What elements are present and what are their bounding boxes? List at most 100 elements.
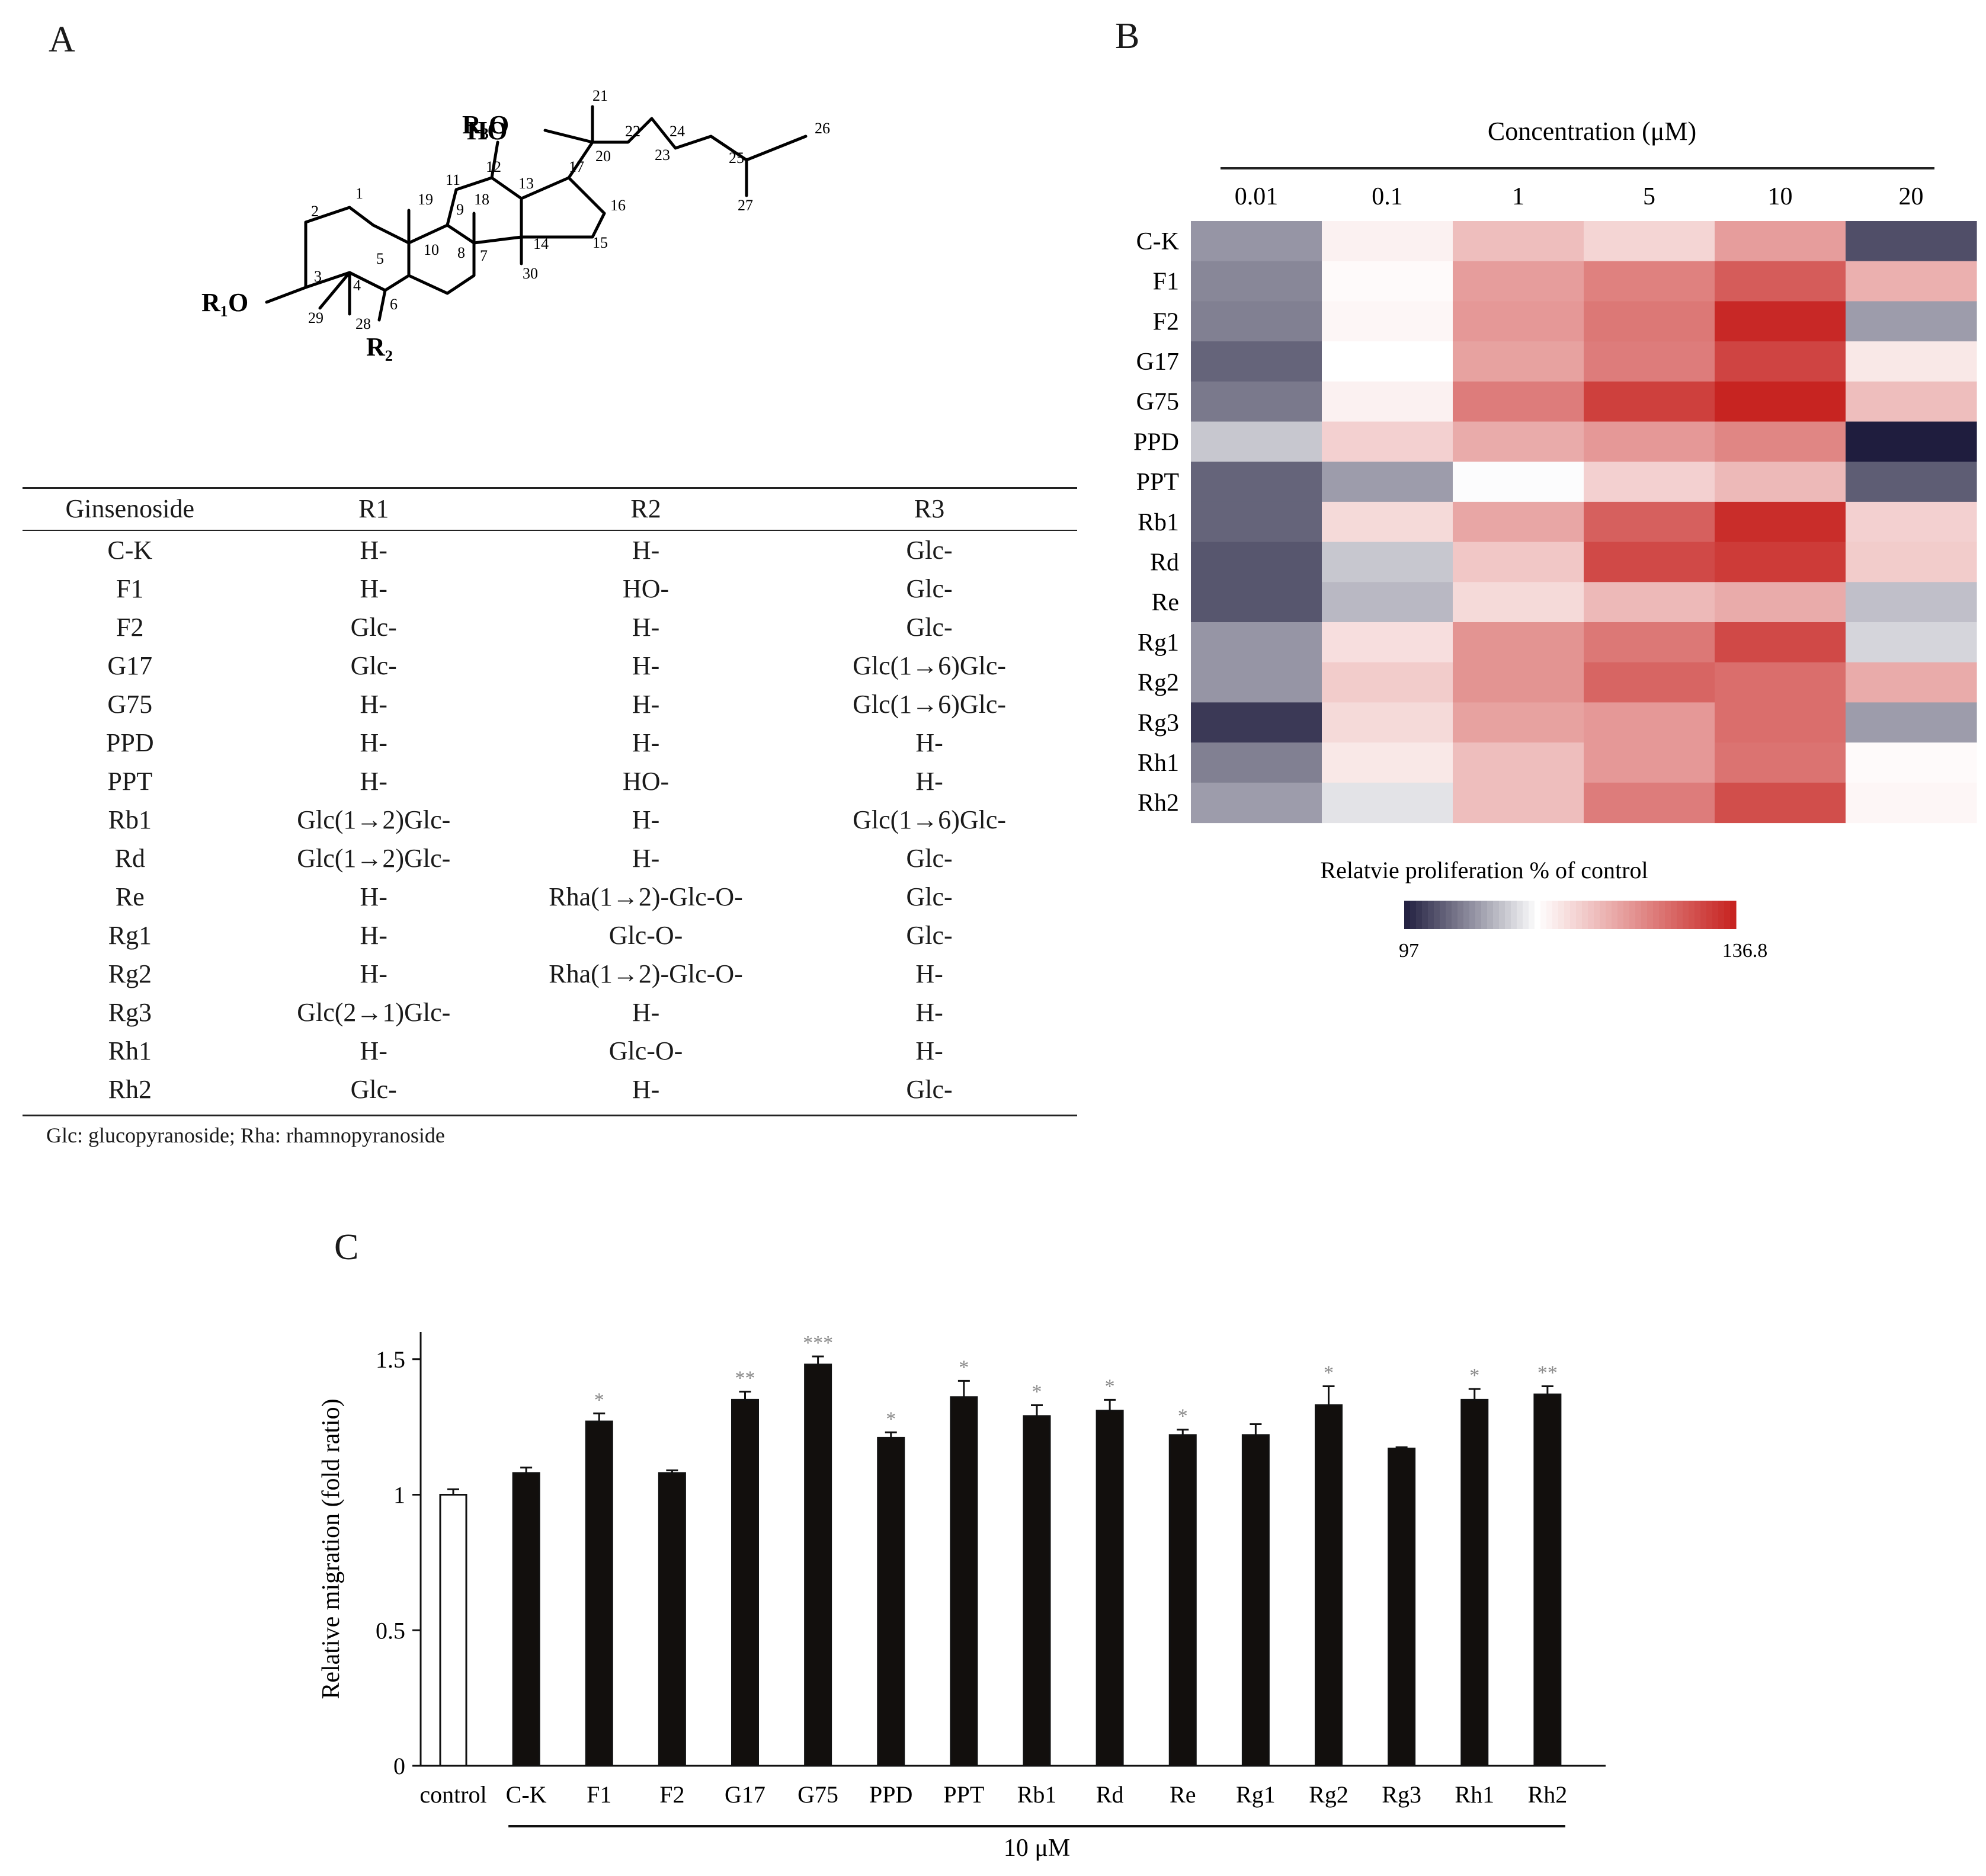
heatmap-row-label: F2 (1153, 308, 1179, 335)
panel-label-b: B (1115, 16, 1140, 56)
colorbar (1404, 901, 1737, 929)
table-cell: HO- (622, 574, 670, 603)
table-row: Rh1 H- Glc-O- H- (23, 1032, 1077, 1070)
colorbar-segment (1558, 901, 1565, 929)
table-cell: H- (915, 1036, 943, 1065)
heatmap-cell (1584, 381, 1715, 422)
header-r1: R1 (358, 494, 389, 523)
heatmap-cell (1846, 501, 1977, 543)
colorbar-segment (1653, 901, 1660, 929)
colorbar-segment (1600, 901, 1606, 929)
table-cell: H- (632, 844, 660, 873)
table-cell: G75 (107, 690, 153, 719)
colorbar-segment (1493, 901, 1500, 929)
heatmap-cell (1322, 501, 1453, 543)
colorbar-segment (1463, 901, 1470, 929)
bar-x-axis-label: 10 μM (1004, 1835, 1070, 1861)
heatmap-cell (1715, 301, 1846, 342)
table-cell: Glc- (906, 574, 953, 603)
colorbar-segment (1511, 901, 1517, 929)
header-r3: R3 (914, 494, 945, 523)
table-cell: Glc(2→1)Glc- (297, 998, 451, 1027)
heatmap-cell (1453, 301, 1584, 342)
x-category-label: Rd (1096, 1781, 1124, 1808)
heatmap-row-label: PPT (1136, 469, 1179, 496)
heatmap-cell (1846, 662, 1977, 703)
table-cell: H- (360, 767, 387, 796)
table-cell: Rha(1→2)-Glc-O- (549, 959, 743, 988)
heatmap-cell (1584, 462, 1715, 502)
carbon-number-17: 17 (569, 158, 584, 175)
heatmap-cell (1846, 221, 1977, 262)
heatmap-cell (1715, 381, 1846, 422)
heatmap-cell (1584, 421, 1715, 462)
heatmap-cell (1453, 261, 1584, 302)
table-cell: PPD (105, 728, 154, 757)
heatmap-cell (1715, 421, 1846, 462)
colorbar-segment (1671, 901, 1677, 929)
x-category-label: Rg2 (1309, 1781, 1348, 1808)
carbon-number-9: 9 (456, 201, 464, 218)
bar-y-axis-label: Relative migration (fold ratio) (318, 1398, 345, 1699)
heatmap-cell (1191, 221, 1322, 262)
x-category-label: F2 (659, 1781, 684, 1808)
colorbar-segment (1659, 901, 1665, 929)
heatmap-row-label: C-K (1136, 228, 1179, 255)
significance-marker: * (959, 1356, 969, 1378)
heatmap-cell (1453, 662, 1584, 703)
colorbar-segment (1712, 901, 1719, 929)
table-cell: Rg3 (108, 998, 152, 1027)
table-cell: Glc- (350, 651, 397, 680)
carbon-number-15: 15 (592, 234, 608, 251)
table-body: C-K H- H- Glc- F1 H- HO- Glc- F2 Glc- H- Glc- G17 Glc… (23, 530, 1077, 1116)
colorbar-segment (1452, 901, 1458, 929)
bar (512, 1472, 540, 1767)
heatmap-row-label: Rb1 (1138, 509, 1179, 536)
heatmap-cell (1191, 341, 1322, 382)
bar (585, 1420, 613, 1767)
bar-y-ticks: 0 0.5 1 1.5 (376, 1346, 421, 1779)
carbon-number-5: 5 (376, 250, 384, 267)
heatmap-cell (1715, 742, 1846, 783)
heatmap-cell (1453, 702, 1584, 743)
table-cell: F2 (116, 613, 144, 642)
carbon-number-23: 23 (655, 146, 670, 164)
heatmap-cell (1191, 381, 1322, 422)
heatmap-cell (1584, 622, 1715, 663)
colorbar-max-label: 136.8 (1722, 940, 1768, 962)
carbon-number-18: 18 (474, 191, 489, 208)
header-ginsenoside: Ginsenoside (65, 494, 195, 523)
heatmap-cell (1322, 782, 1453, 824)
colorbar-segment (1617, 901, 1624, 929)
header-r2: R2 (630, 494, 661, 523)
heatmap-cell (1584, 261, 1715, 302)
table-cell: H- (632, 998, 660, 1027)
heatmap-cell (1191, 542, 1322, 582)
heatmap-cell (1191, 662, 1322, 703)
colorbar-min-label: 97 (1399, 940, 1419, 962)
heatmap-cell (1715, 662, 1846, 703)
carbon-number-30: 30 (523, 265, 538, 282)
x-category-label: F1 (587, 1781, 611, 1808)
heatmap-cell (1322, 622, 1453, 663)
heatmap-cell (1584, 501, 1715, 543)
bar (877, 1436, 905, 1767)
panel-label-a: A (49, 20, 75, 60)
table-cell: H- (632, 728, 660, 757)
heatmap-column-label: 0.01 (1235, 183, 1279, 210)
heatmap-cell (1584, 542, 1715, 582)
hydroxyl-label: HO (467, 116, 507, 145)
colorbar-segment (1718, 901, 1725, 929)
heatmap-row-label: G17 (1136, 348, 1179, 376)
table-cell: Glc(1→2)Glc- (297, 805, 451, 834)
colorbar-label: Relatvie proliferation % of control (1320, 857, 1648, 883)
table-row: PPT H- HO- H- (23, 762, 1077, 801)
heatmap-cell (1322, 702, 1453, 743)
significance-marker: * (1178, 1406, 1188, 1427)
colorbar-segment (1730, 901, 1737, 929)
heatmap-cell (1715, 501, 1846, 543)
carbon-number-6: 6 (390, 296, 398, 313)
x-category-label: Re (1170, 1781, 1196, 1808)
heatmap-cell (1191, 462, 1322, 502)
panel-label-c: C (334, 1227, 359, 1267)
